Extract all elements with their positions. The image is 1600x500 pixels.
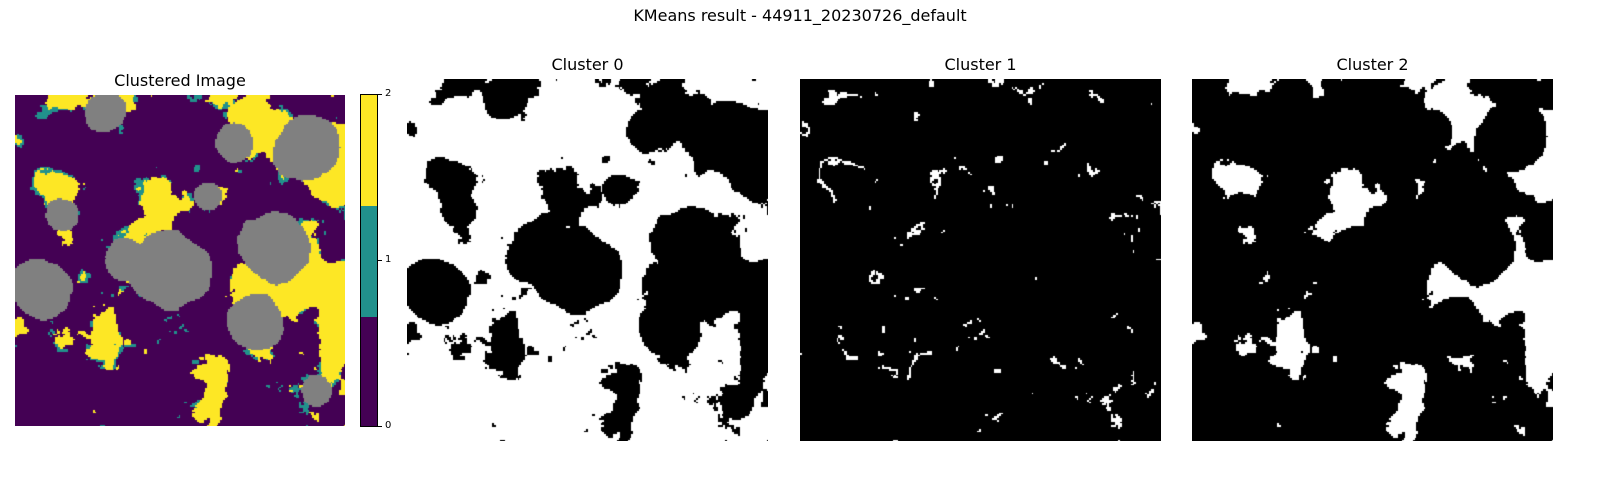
cluster-0-mask xyxy=(407,79,768,441)
colorbar-tick-2 xyxy=(378,94,382,95)
colorbar-segment-2 xyxy=(361,95,377,206)
colorbar-tick-1 xyxy=(378,260,382,261)
cluster-2-mask xyxy=(1192,79,1553,441)
figure-suptitle: KMeans result - 44911_20230726_default xyxy=(633,6,967,25)
colorbar-segment-1 xyxy=(361,206,377,317)
cluster-1-mask xyxy=(800,79,1161,441)
panel-title-cluster-1: Cluster 1 xyxy=(944,55,1017,74)
panel-title-clustered-image: Clustered Image xyxy=(114,71,246,90)
colorbar xyxy=(360,94,378,427)
panel-title-cluster-2: Cluster 2 xyxy=(1336,55,1409,74)
colorbar-label-2: 2 xyxy=(385,88,392,99)
colorbar-label-1: 1 xyxy=(385,254,392,265)
colorbar-tick-0 xyxy=(378,426,382,427)
colorbar-segment-0 xyxy=(361,317,377,426)
clustered-image-heatmap xyxy=(15,95,345,426)
panel-title-cluster-0: Cluster 0 xyxy=(551,55,624,74)
colorbar-label-0: 0 xyxy=(385,420,392,431)
